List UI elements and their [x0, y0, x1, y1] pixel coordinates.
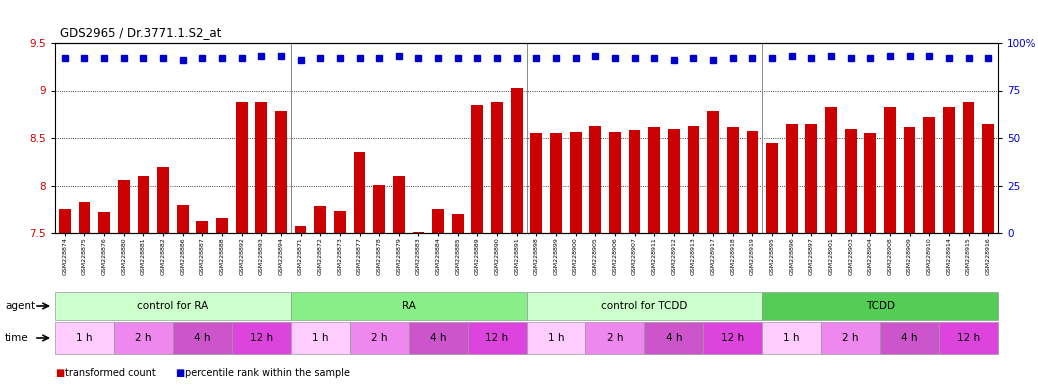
Bar — [904, 127, 916, 384]
Bar — [570, 132, 581, 384]
Bar — [236, 102, 247, 384]
Bar — [590, 126, 601, 384]
Text: 2 h: 2 h — [606, 333, 623, 343]
Text: transformed count: transformed count — [65, 368, 156, 378]
Bar — [865, 133, 876, 384]
Bar — [315, 207, 326, 384]
Bar — [707, 111, 719, 384]
Bar — [924, 117, 935, 384]
Bar — [884, 107, 896, 384]
Bar — [585, 322, 645, 354]
Bar — [216, 218, 228, 384]
Text: time: time — [5, 333, 29, 343]
Bar — [645, 322, 704, 354]
Bar — [821, 322, 880, 354]
Bar — [118, 180, 130, 384]
Bar — [79, 202, 90, 384]
Text: 1 h: 1 h — [312, 333, 328, 343]
Bar — [880, 322, 939, 354]
Text: 4 h: 4 h — [194, 333, 211, 343]
Text: percentile rank within the sample: percentile rank within the sample — [185, 368, 350, 378]
Bar — [526, 322, 585, 354]
Bar — [962, 102, 975, 384]
Text: 4 h: 4 h — [430, 333, 446, 343]
Bar — [374, 185, 385, 384]
Bar — [687, 126, 700, 384]
Text: 1 h: 1 h — [784, 333, 800, 343]
Text: 4 h: 4 h — [901, 333, 918, 343]
Bar — [354, 152, 365, 384]
Bar — [667, 129, 680, 384]
Bar — [943, 107, 955, 384]
Text: agent: agent — [5, 301, 35, 311]
Bar — [55, 322, 114, 354]
Bar — [350, 322, 409, 354]
Bar — [649, 127, 660, 384]
Bar — [59, 209, 71, 384]
Bar — [982, 124, 994, 384]
Bar — [176, 205, 189, 384]
Bar — [467, 322, 526, 354]
Bar — [511, 88, 522, 384]
Text: ■: ■ — [175, 368, 185, 378]
Text: 2 h: 2 h — [843, 333, 858, 343]
Bar — [157, 167, 169, 384]
Bar — [409, 322, 467, 354]
Bar — [629, 131, 640, 384]
Bar — [491, 102, 503, 384]
Text: 2 h: 2 h — [371, 333, 387, 343]
Bar — [805, 124, 817, 384]
Bar — [432, 209, 444, 384]
Text: RA: RA — [402, 301, 415, 311]
Bar — [526, 292, 762, 320]
Bar — [196, 221, 209, 384]
Bar — [275, 111, 286, 384]
Text: control for TCDD: control for TCDD — [601, 301, 687, 311]
Bar — [137, 176, 149, 384]
Bar — [295, 226, 306, 384]
Bar — [255, 102, 267, 384]
Bar — [786, 124, 797, 384]
Text: 2 h: 2 h — [135, 333, 152, 343]
Bar — [334, 211, 346, 384]
Text: 12 h: 12 h — [250, 333, 273, 343]
Bar — [173, 322, 231, 354]
Text: 4 h: 4 h — [665, 333, 682, 343]
Text: ■: ■ — [55, 368, 64, 378]
Bar — [845, 129, 856, 384]
Text: 1 h: 1 h — [548, 333, 565, 343]
Bar — [939, 322, 998, 354]
Bar — [291, 292, 526, 320]
Bar — [412, 232, 425, 384]
Bar — [99, 212, 110, 384]
Bar — [231, 322, 291, 354]
Bar — [746, 131, 759, 384]
Bar — [704, 322, 762, 354]
Bar — [609, 132, 621, 384]
Bar — [825, 107, 837, 384]
Bar — [762, 292, 998, 320]
Bar — [114, 322, 173, 354]
Text: TCDD: TCDD — [866, 301, 895, 311]
Bar — [727, 127, 739, 384]
Bar — [766, 143, 777, 384]
Bar — [393, 176, 405, 384]
Bar — [291, 322, 350, 354]
Text: 12 h: 12 h — [721, 333, 744, 343]
Text: control for RA: control for RA — [137, 301, 209, 311]
Bar — [550, 133, 562, 384]
Bar — [530, 133, 542, 384]
Bar — [762, 322, 821, 354]
Text: 12 h: 12 h — [486, 333, 509, 343]
Text: GDS2965 / Dr.3771.1.S2_at: GDS2965 / Dr.3771.1.S2_at — [60, 26, 221, 39]
Bar — [452, 214, 464, 384]
Bar — [55, 292, 291, 320]
Text: 1 h: 1 h — [76, 333, 92, 343]
Text: 12 h: 12 h — [957, 333, 980, 343]
Bar — [471, 105, 484, 384]
